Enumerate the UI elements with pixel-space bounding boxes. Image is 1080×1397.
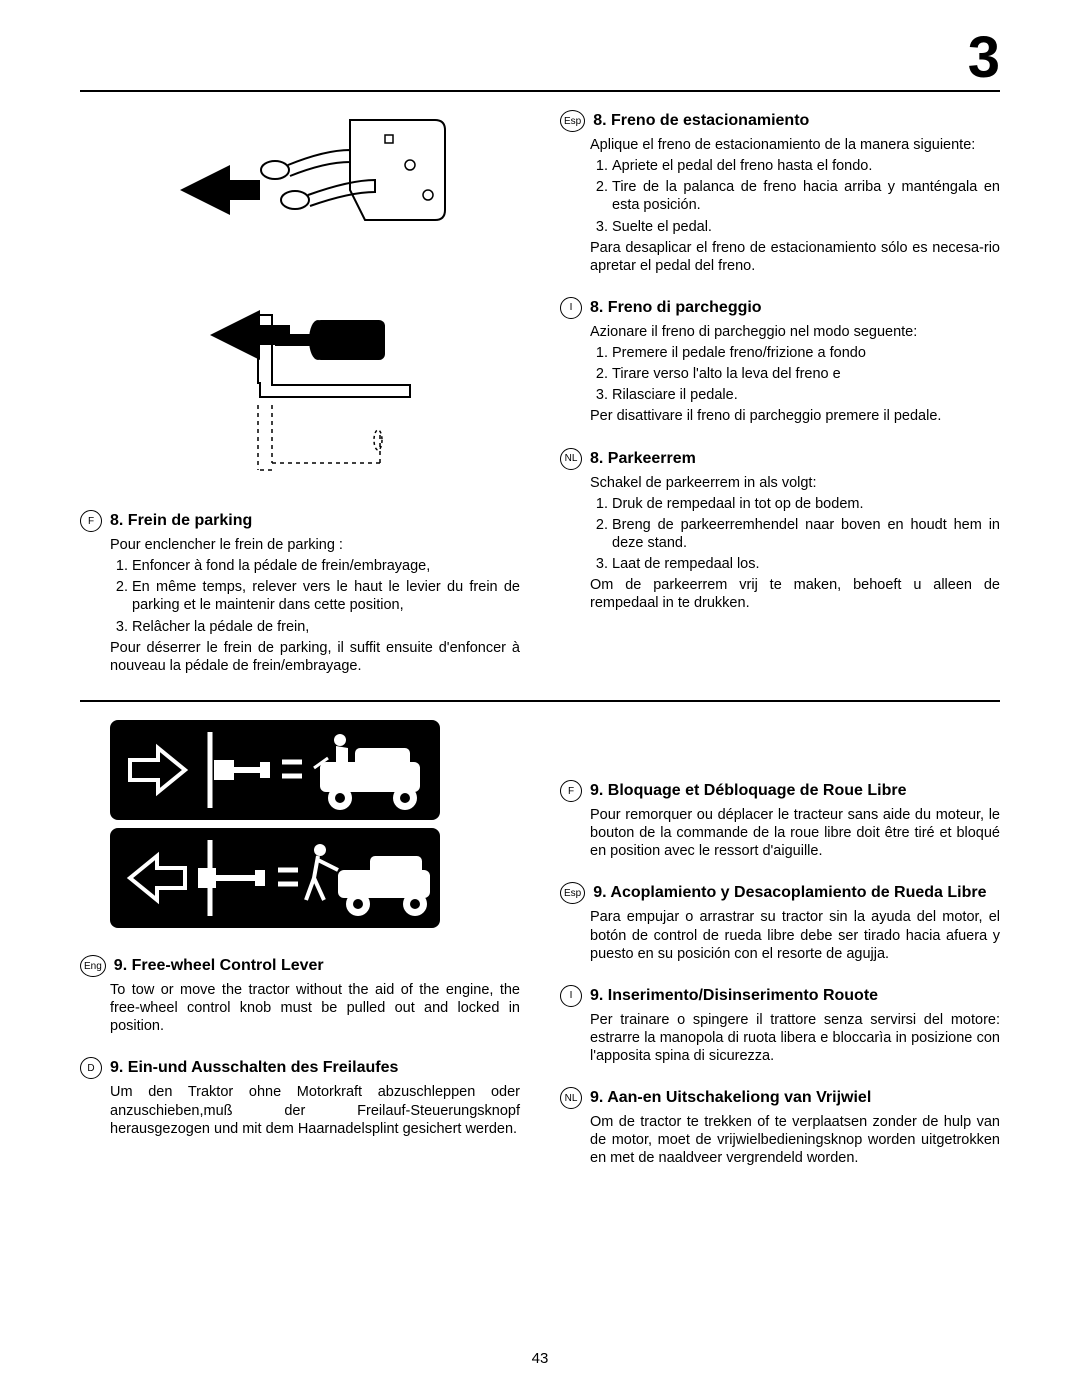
bottom-left-column: Eng 9. Free-wheel Control Lever To tow o…	[80, 720, 520, 1190]
brake-knob-figure	[80, 295, 520, 490]
lang-badge-i: I	[560, 985, 582, 1007]
lang-badge-eng: Eng	[80, 955, 106, 977]
step: Rilasciare il pedale.	[612, 386, 1000, 404]
step: Breng de parkeerremhendel naar boven en …	[612, 516, 1000, 552]
intro-text: Aplique el freno de estacionamiento de l…	[590, 136, 1000, 154]
step: En même temps, relever vers le haut le l…	[132, 578, 520, 614]
lang-badge-f: F	[80, 510, 102, 532]
lang-badge-d: D	[80, 1057, 102, 1079]
step: Apriete el pedal del freno hasta el fond…	[612, 157, 1000, 175]
body-text: Per trainare o spingere il trattore senz…	[590, 1011, 1000, 1065]
lang-badge-f: F	[560, 780, 582, 802]
body-text: Om de tractor te trekken of te verplaats…	[590, 1113, 1000, 1167]
section-title: 9. Ein-und Ausschalten des Freilaufes	[110, 1059, 398, 1077]
outro-text: Para desaplicar el freno de estacionamie…	[590, 239, 1000, 275]
chapter-number: 3	[968, 24, 1000, 91]
step: Tirare verso l'alto la leva del freno e	[612, 365, 1000, 383]
section-title: 8. Frein de parking	[110, 512, 252, 530]
section-title: 9. Bloquage et Débloquage de Roue Libre	[590, 782, 906, 800]
top-content: F 8. Frein de parking Pour enclencher le…	[80, 110, 1000, 697]
body-text: Pour remorquer ou déplacer le tracteur s…	[590, 806, 1000, 860]
lang-badge-nl: NL	[560, 448, 582, 470]
section-title: 9. Acoplamiento y Desacoplamiento de Rue…	[593, 884, 986, 902]
lang-badge-esp: Esp	[560, 110, 585, 132]
brake-lever-figure	[80, 110, 520, 275]
section-vrijwiel-nl: NL 9. Aan-en Uitschakeliong van Vrijwiel…	[560, 1087, 1000, 1167]
bottom-right-column: F 9. Bloquage et Débloquage de Roue Libr…	[560, 720, 1000, 1190]
lang-badge-esp: Esp	[560, 882, 585, 904]
section-freno-parcheggio: I 8. Freno di parcheggio Azionare il fre…	[560, 297, 1000, 426]
body-text: Um den Traktor ohne Motorkraft abzuschle…	[110, 1083, 520, 1137]
mid-rule	[80, 700, 1000, 702]
intro-text: Azionare il freno di parcheggio nel modo…	[590, 323, 1000, 341]
steps-list: Druk de rempedaal in tot op de bodem. Br…	[590, 495, 1000, 574]
section-title: 8. Freno di parcheggio	[590, 299, 762, 317]
outro-text: Per disattivare il freno di parcheggio p…	[590, 407, 1000, 425]
step: Premere il pedale freno/frizione a fondo	[612, 344, 1000, 362]
lang-badge-nl: NL	[560, 1087, 582, 1109]
top-left-column: F 8. Frein de parking Pour enclencher le…	[80, 110, 520, 697]
body-text: Para empujar o arrastrar su tractor sin …	[590, 908, 1000, 962]
outro-text: Om de parkeerrem vrij te maken, behoeft …	[590, 576, 1000, 612]
section-title: 8. Parkeerrem	[590, 450, 696, 468]
section-frein-parking: F 8. Frein de parking Pour enclencher le…	[80, 510, 520, 675]
outro-text: Pour déserrer le frein de parking, il su…	[110, 639, 520, 675]
section-title: 8. Freno de estacionamiento	[593, 112, 809, 130]
step: Druk de rempedaal in tot op de bodem.	[612, 495, 1000, 513]
section-rueda-libre-esp: Esp 9. Acoplamiento y Desacoplamiento de…	[560, 882, 1000, 962]
steps-list: Apriete el pedal del freno hasta el fond…	[590, 157, 1000, 236]
step: Enfoncer à fond la pédale de frein/embra…	[132, 557, 520, 575]
top-rule	[80, 90, 1000, 92]
section-parkeerrem: NL 8. Parkeerrem Schakel de parkeerrem i…	[560, 448, 1000, 613]
section-title: 9. Inserimento/Disinserimento Rouote	[590, 987, 878, 1005]
intro-text: Schakel de parkeerrem in als volgt:	[590, 474, 1000, 492]
section-freewheel-eng: Eng 9. Free-wheel Control Lever To tow o…	[80, 955, 520, 1035]
step: Relâcher la pédale de frein,	[132, 618, 520, 636]
freewheel-pictogram	[110, 720, 520, 935]
section-ruote-i: I 9. Inserimento/Disinserimento Rouote P…	[560, 985, 1000, 1065]
section-title: 9. Free-wheel Control Lever	[114, 957, 324, 975]
step: Laat de rempedaal los.	[612, 555, 1000, 573]
step: Tire de la palanca de freno hacia arriba…	[612, 178, 1000, 214]
section-title: 9. Aan-en Uitschakeliong van Vrijwiel	[590, 1089, 871, 1107]
body-text: To tow or move the tractor without the a…	[110, 981, 520, 1035]
steps-list: Premere il pedale freno/frizione a fondo…	[590, 344, 1000, 404]
intro-text: Pour enclencher le frein de parking :	[110, 536, 520, 554]
steps-list: Enfoncer à fond la pédale de frein/embra…	[110, 557, 520, 636]
bottom-content: Eng 9. Free-wheel Control Lever To tow o…	[80, 720, 1000, 1190]
step: Suelte el pedal.	[612, 218, 1000, 236]
page-number: 43	[0, 1350, 1080, 1367]
section-roue-libre-f: F 9. Bloquage et Débloquage de Roue Libr…	[560, 780, 1000, 860]
section-freilauf-de: D 9. Ein-und Ausschalten des Freilaufes …	[80, 1057, 520, 1137]
top-right-column: Esp 8. Freno de estacionamiento Aplique …	[560, 110, 1000, 697]
section-freno-estacionamiento: Esp 8. Freno de estacionamiento Aplique …	[560, 110, 1000, 275]
lang-badge-i: I	[560, 297, 582, 319]
